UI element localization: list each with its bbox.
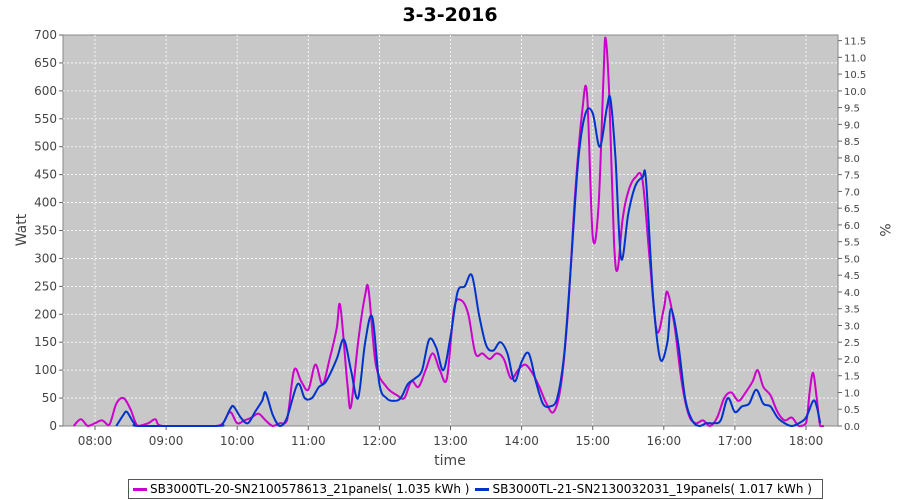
y2-tick-label: 11.5 — [844, 37, 866, 48]
y2-axis-label: % — [876, 223, 892, 236]
y-tick-label: 400 — [34, 196, 57, 210]
y-tick-label: 500 — [34, 140, 57, 154]
chart-title: 3-3-2016 — [402, 4, 497, 26]
y-axis-label: Watt — [14, 213, 30, 246]
y-tick-label: 350 — [34, 224, 57, 238]
y-tick-label: 550 — [34, 112, 57, 126]
x-axis-ticks: 08:00 09:00 10:00 11:00 12:00 13:00 14:00 15:00… — [78, 426, 824, 448]
y2-axis-ticks: 0.0 0.5 1.0 1.5 2.0 2.5 3.0 3.5 4.0 4.5 5.0 5.5 6.0 6… — [838, 37, 866, 433]
y2-tick-label: 5.5 — [844, 238, 860, 249]
y-tick-label: 0 — [49, 419, 57, 433]
x-tick-label: 14:00 — [504, 434, 539, 448]
y2-tick-label: 9.5 — [844, 104, 860, 115]
x-tick-label: 17:00 — [718, 434, 753, 448]
legend-label-series-1: SB3000TL-20-SN2100578613_21panels( 1.035… — [150, 482, 470, 496]
legend-item-series-2: SB3000TL-21-SN2130032031_19panels( 1.017… — [475, 482, 812, 496]
y2-tick-label: 4.5 — [844, 271, 860, 282]
x-tick-label: 12:00 — [362, 434, 397, 448]
y-tick-label: 300 — [34, 251, 57, 265]
y2-tick-label: 7.5 — [844, 171, 860, 182]
y-tick-label: 100 — [34, 363, 57, 377]
y2-tick-label: 1.0 — [844, 388, 860, 399]
x-axis-label: time — [434, 453, 466, 469]
y-tick-label: 200 — [34, 307, 57, 321]
y-tick-label: 700 — [34, 28, 57, 42]
x-tick-label: 18:00 — [789, 434, 824, 448]
y2-tick-label: 0.0 — [844, 422, 860, 433]
y2-tick-label: 10.0 — [844, 87, 866, 98]
y2-tick-label: 8.5 — [844, 137, 860, 148]
y2-tick-label: 9.0 — [844, 120, 860, 131]
y2-tick-label: 5.0 — [844, 254, 860, 265]
y2-tick-label: 6.5 — [844, 204, 860, 215]
y2-tick-label: 1.5 — [844, 372, 860, 383]
y2-tick-label: 10.5 — [844, 70, 866, 81]
y2-tick-label: 4.0 — [844, 288, 860, 299]
x-tick-label: 16:00 — [647, 434, 682, 448]
y2-tick-label: 2.5 — [844, 338, 860, 349]
y2-tick-label: 3.5 — [844, 305, 860, 316]
y2-tick-label: 11.0 — [844, 53, 866, 64]
y2-tick-label: 7.0 — [844, 187, 860, 198]
x-tick-label: 09:00 — [149, 434, 184, 448]
series-line-1 — [72, 36, 824, 427]
x-tick-label: 10:00 — [220, 434, 255, 448]
legend-item-series-1: SB3000TL-20-SN2100578613_21panels( 1.035… — [133, 482, 469, 496]
x-tick-label: 08:00 — [78, 434, 113, 448]
y2-tick-label: 3.0 — [844, 321, 860, 332]
y-tick-label: 150 — [34, 335, 57, 349]
x-tick-label: 11:00 — [291, 434, 326, 448]
y2-tick-label: 8.0 — [844, 154, 860, 165]
y-tick-label: 50 — [42, 391, 57, 405]
legend-swatch-series-1 — [133, 487, 147, 491]
y-tick-label: 650 — [34, 56, 57, 70]
legend-swatch-series-2 — [475, 487, 490, 491]
y-axis-ticks: 0 50 100 150 200 250 300 350 400 450 500 550 600 650 7… — [34, 28, 63, 433]
y2-tick-label: 2.0 — [844, 355, 860, 366]
y-tick-label: 600 — [34, 84, 57, 98]
y2-tick-label: 0.5 — [844, 405, 860, 416]
series-line-2 — [115, 94, 822, 428]
x-tick-label: 15:00 — [575, 434, 610, 448]
legend-label-series-2: SB3000TL-21-SN2130032031_19panels( 1.017… — [492, 482, 812, 496]
x-tick-label: 13:00 — [433, 434, 468, 448]
y-tick-label: 250 — [34, 279, 57, 293]
legend: SB3000TL-20-SN2100578613_21panels( 1.035… — [128, 479, 823, 499]
chart: 3-3-2016 0 50 100 150 200 250 300 350 400 450 500 5… — [14, 4, 892, 469]
series-lines — [72, 36, 824, 428]
y2-tick-label: 6.0 — [844, 221, 860, 232]
y-tick-label: 450 — [34, 168, 57, 182]
